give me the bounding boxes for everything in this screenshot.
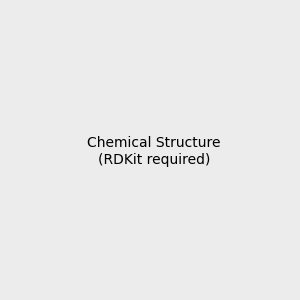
Text: Chemical Structure
(RDKit required): Chemical Structure (RDKit required) (87, 136, 220, 166)
